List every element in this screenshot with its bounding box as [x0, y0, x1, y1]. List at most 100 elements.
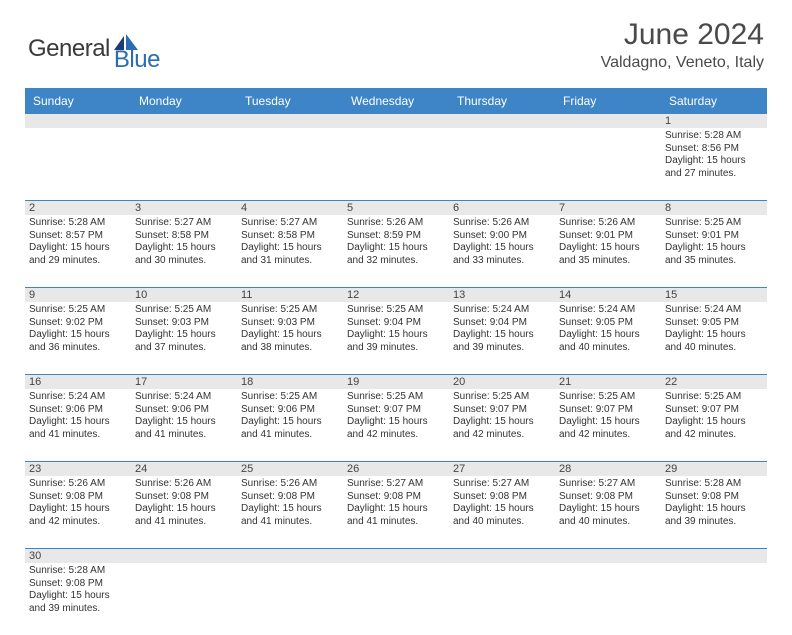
day-info-line: and 41 minutes.: [135, 516, 233, 529]
day-info-line: and 35 minutes.: [665, 255, 763, 268]
day-info-line: Sunrise: 5:25 AM: [665, 217, 763, 230]
day-info-line: and 33 minutes.: [453, 255, 551, 268]
day-info-line: and 42 minutes.: [347, 429, 445, 442]
day-number-cell: 13: [449, 288, 555, 302]
weekday-header-cell: Tuesday: [237, 88, 343, 114]
day-info-line: and 27 minutes.: [665, 168, 763, 181]
day-info-line: Sunset: 9:08 PM: [29, 491, 127, 504]
day-cell: Sunrise: 5:27 AMSunset: 8:58 PMDaylight:…: [131, 215, 237, 287]
day-cell: Sunrise: 5:25 AMSunset: 9:07 PMDaylight:…: [661, 389, 767, 461]
day-info-line: Sunset: 9:05 PM: [559, 317, 657, 330]
day-info-line: Daylight: 15 hours: [665, 329, 763, 342]
day-info-line: Daylight: 15 hours: [347, 503, 445, 516]
day-info-line: and 41 minutes.: [135, 429, 233, 442]
day-cell: [661, 563, 767, 635]
day-info-line: Daylight: 15 hours: [453, 416, 551, 429]
week-row: Sunrise: 5:28 AMSunset: 8:56 PMDaylight:…: [25, 128, 767, 201]
day-number-cell: 29: [661, 462, 767, 476]
day-info-line: Sunrise: 5:27 AM: [559, 478, 657, 491]
day-info-line: Daylight: 15 hours: [135, 503, 233, 516]
day-cell: Sunrise: 5:25 AMSunset: 9:01 PMDaylight:…: [661, 215, 767, 287]
day-cell: Sunrise: 5:25 AMSunset: 9:07 PMDaylight:…: [555, 389, 661, 461]
day-number-cell: [237, 114, 343, 128]
weekday-header-cell: Saturday: [661, 88, 767, 114]
day-info-line: Sunrise: 5:26 AM: [135, 478, 233, 491]
day-info-line: Sunset: 9:04 PM: [347, 317, 445, 330]
day-info-line: Sunrise: 5:24 AM: [453, 304, 551, 317]
day-info-line: Sunset: 9:08 PM: [241, 491, 339, 504]
day-info-line: Daylight: 15 hours: [241, 329, 339, 342]
day-info-line: and 40 minutes.: [559, 516, 657, 529]
day-cell: [25, 128, 131, 200]
day-info-line: Sunset: 8:58 PM: [135, 230, 233, 243]
day-info-line: Sunset: 9:01 PM: [665, 230, 763, 243]
day-info-line: and 32 minutes.: [347, 255, 445, 268]
day-info-line: Sunrise: 5:28 AM: [29, 217, 127, 230]
day-info-line: Daylight: 15 hours: [665, 503, 763, 516]
day-info-line: Sunset: 8:56 PM: [665, 143, 763, 156]
day-info-line: and 36 minutes.: [29, 342, 127, 355]
day-info-line: Sunset: 9:07 PM: [559, 404, 657, 417]
day-info-line: Sunset: 8:58 PM: [241, 230, 339, 243]
day-info-line: and 39 minutes.: [29, 603, 127, 616]
day-cell: [555, 563, 661, 635]
weekday-header-row: SundayMondayTuesdayWednesdayThursdayFrid…: [25, 88, 767, 114]
day-info-line: Sunrise: 5:24 AM: [29, 391, 127, 404]
day-info-line: Daylight: 15 hours: [135, 242, 233, 255]
day-cell: Sunrise: 5:26 AMSunset: 9:08 PMDaylight:…: [131, 476, 237, 548]
day-info-line: and 42 minutes.: [559, 429, 657, 442]
day-info-line: Sunset: 8:57 PM: [29, 230, 127, 243]
day-cell: [131, 563, 237, 635]
day-number-cell: 17: [131, 375, 237, 389]
day-info-line: Sunset: 9:08 PM: [559, 491, 657, 504]
day-cell: Sunrise: 5:24 AMSunset: 9:04 PMDaylight:…: [449, 302, 555, 374]
day-cell: [237, 128, 343, 200]
month-title: June 2024: [601, 18, 764, 52]
week-row: Sunrise: 5:28 AMSunset: 9:08 PMDaylight:…: [25, 563, 767, 635]
day-info-line: Sunrise: 5:25 AM: [665, 391, 763, 404]
day-info-line: and 31 minutes.: [241, 255, 339, 268]
day-info-line: and 42 minutes.: [453, 429, 551, 442]
week-row: Sunrise: 5:24 AMSunset: 9:06 PMDaylight:…: [25, 389, 767, 462]
day-info-line: and 40 minutes.: [559, 342, 657, 355]
day-cell: [237, 563, 343, 635]
day-info-line: Sunrise: 5:24 AM: [559, 304, 657, 317]
day-info-line: Sunrise: 5:25 AM: [29, 304, 127, 317]
day-number-cell: 23: [25, 462, 131, 476]
day-number-cell: 22: [661, 375, 767, 389]
day-info-line: Daylight: 15 hours: [135, 416, 233, 429]
day-cell: Sunrise: 5:28 AMSunset: 8:56 PMDaylight:…: [661, 128, 767, 200]
day-number-cell: 7: [555, 201, 661, 215]
day-info-line: Daylight: 15 hours: [665, 155, 763, 168]
day-info-line: Sunrise: 5:28 AM: [665, 478, 763, 491]
day-number-cell: 28: [555, 462, 661, 476]
day-cell: Sunrise: 5:24 AMSunset: 9:05 PMDaylight:…: [555, 302, 661, 374]
day-number-cell: [131, 549, 237, 563]
day-cell: Sunrise: 5:27 AMSunset: 8:58 PMDaylight:…: [237, 215, 343, 287]
day-cell: Sunrise: 5:28 AMSunset: 8:57 PMDaylight:…: [25, 215, 131, 287]
day-info-line: and 39 minutes.: [665, 516, 763, 529]
day-number-cell: 16: [25, 375, 131, 389]
day-info-line: Sunset: 9:06 PM: [241, 404, 339, 417]
logo-text-general: General: [28, 35, 110, 63]
day-info-line: Daylight: 15 hours: [665, 416, 763, 429]
day-info-line: Sunrise: 5:28 AM: [665, 130, 763, 143]
day-info-line: and 35 minutes.: [559, 255, 657, 268]
day-info-line: and 41 minutes.: [347, 516, 445, 529]
weekday-header-cell: Friday: [555, 88, 661, 114]
day-info-line: Daylight: 15 hours: [347, 329, 445, 342]
weekday-header-cell: Sunday: [25, 88, 131, 114]
day-info-line: Sunrise: 5:26 AM: [559, 217, 657, 230]
day-number-cell: 11: [237, 288, 343, 302]
day-info-line: Daylight: 15 hours: [665, 242, 763, 255]
day-number-cell: 26: [343, 462, 449, 476]
day-number-row: 30: [25, 549, 767, 563]
day-cell: Sunrise: 5:25 AMSunset: 9:07 PMDaylight:…: [343, 389, 449, 461]
logo-text-blue: Blue: [114, 46, 160, 74]
day-cell: [343, 563, 449, 635]
day-number-cell: 14: [555, 288, 661, 302]
day-info-line: Sunrise: 5:27 AM: [241, 217, 339, 230]
day-info-line: Daylight: 15 hours: [241, 416, 339, 429]
day-number-cell: [661, 549, 767, 563]
day-info-line: Sunset: 9:07 PM: [453, 404, 551, 417]
